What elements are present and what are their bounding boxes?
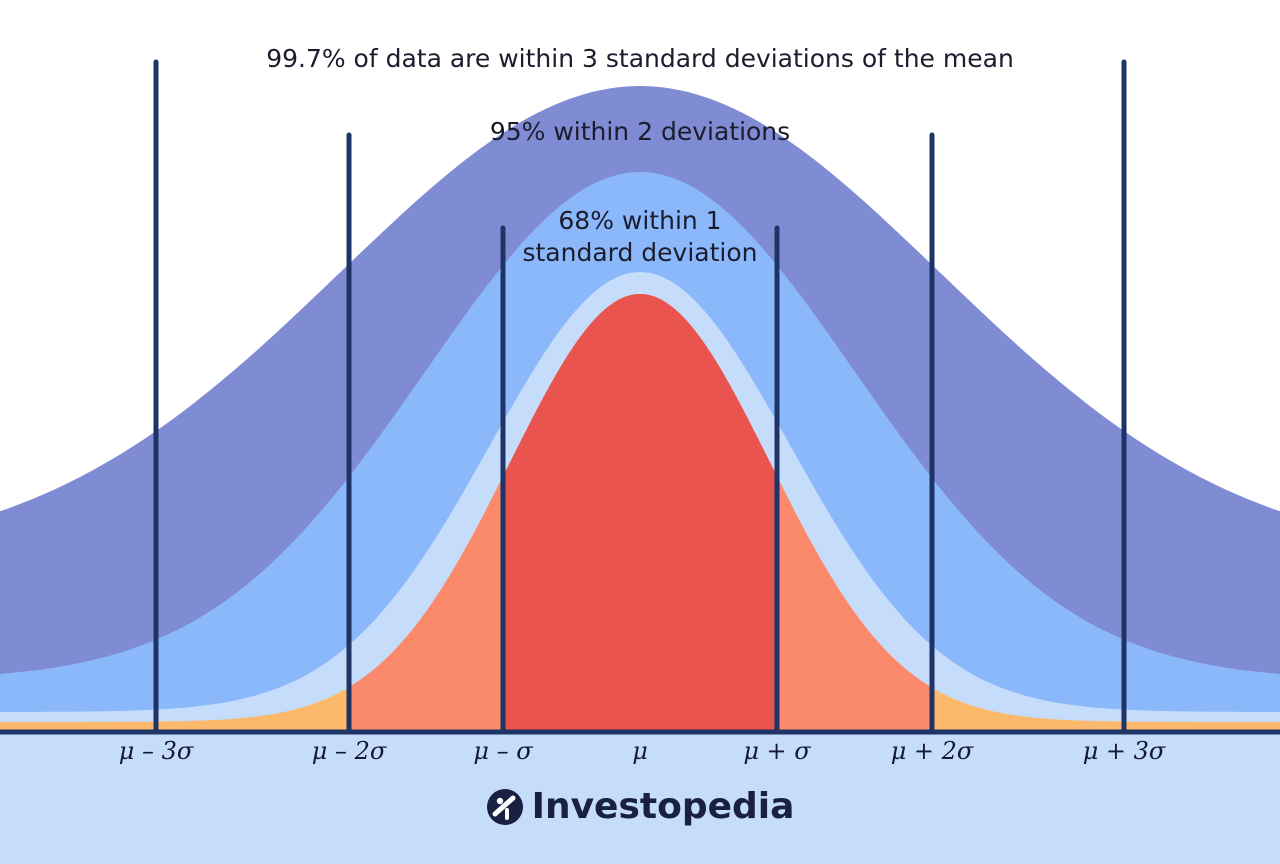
deviation-lines (153, 59, 1127, 735)
annotation-68-line2: standard deviation (522, 238, 758, 267)
label-mu-minus-3-sigma: μ – 3σ (118, 737, 194, 765)
brand-logo: Investopedia (0, 786, 1280, 827)
label-mu: μ (632, 737, 648, 765)
label-mu-plus-sigma: μ + σ (743, 737, 811, 765)
annotation-95-percent: 95% within 2 deviations (489, 117, 791, 146)
label-mu-plus-2-sigma: μ + 2σ (890, 737, 974, 765)
curve-region-within-one-sd (503, 294, 777, 732)
label-mu-plus-3-sigma: μ + 3σ (1082, 737, 1166, 765)
annotation-99-7-percent: 99.7% of data are within 3 standard devi… (266, 44, 1014, 73)
investopedia-logo-icon (486, 788, 523, 825)
annotation-68-line1: 68% within 1 (558, 206, 722, 235)
brand-name: Investopedia (531, 786, 795, 827)
label-mu-minus-2-sigma: μ – 2σ (311, 737, 387, 765)
annotation-68-percent: 68% within 1 standard deviation (440, 205, 840, 269)
background-bottom (0, 732, 1280, 864)
bell-curve (0, 294, 1280, 732)
label-mu-minus-sigma: μ – σ (473, 737, 533, 765)
